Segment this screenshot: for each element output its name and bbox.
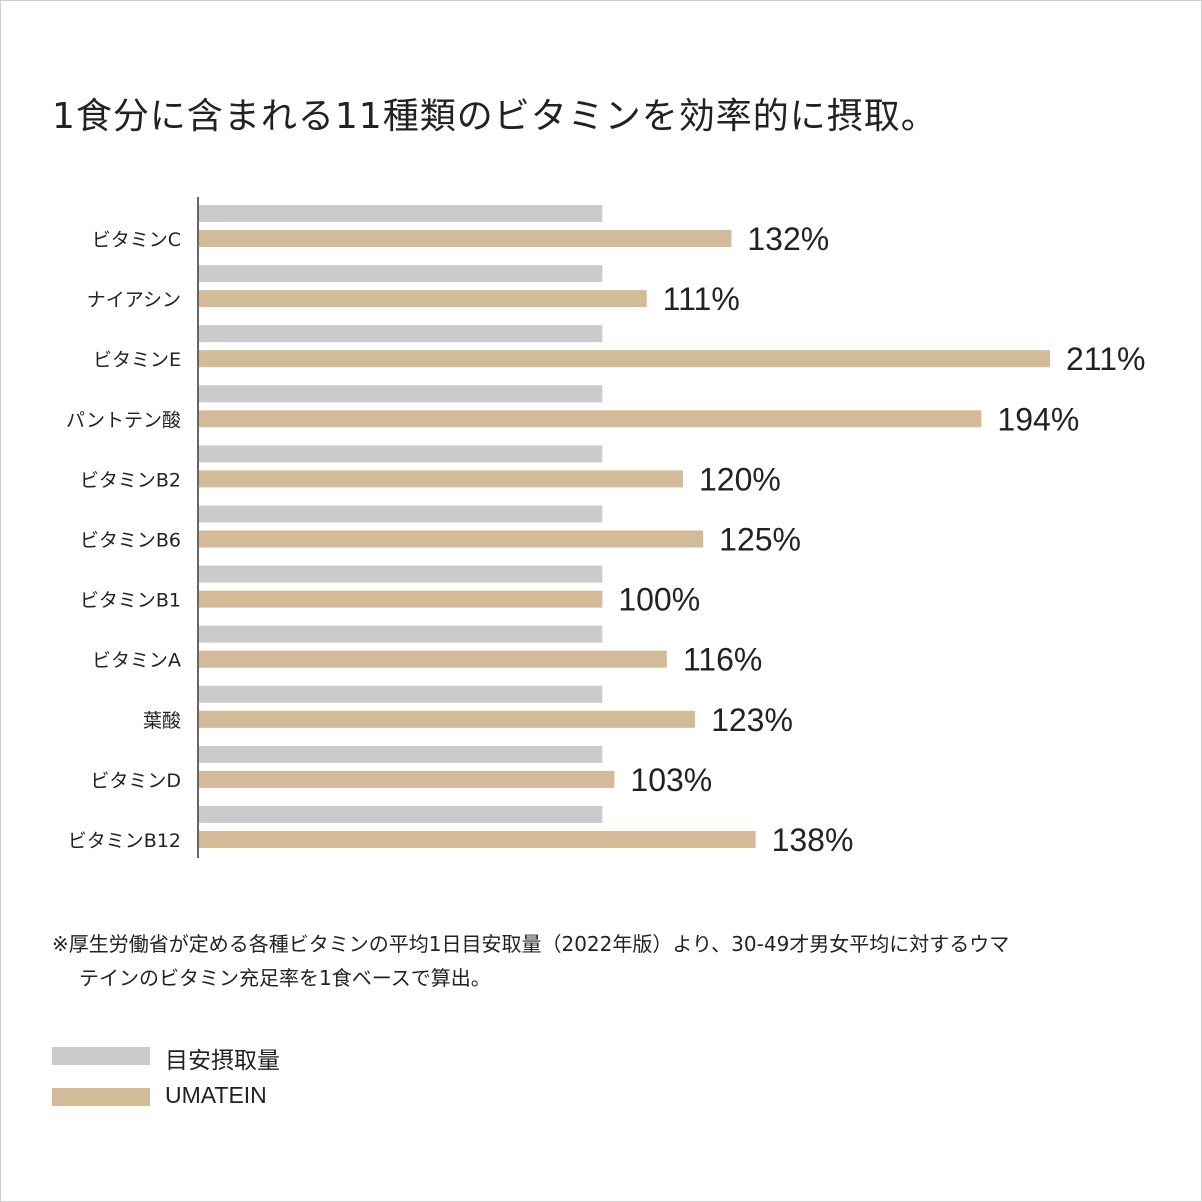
category-label: ビタミンD bbox=[90, 770, 181, 792]
bar-umatein bbox=[199, 410, 982, 428]
bar-umatein bbox=[199, 350, 1050, 368]
data-label: 116% bbox=[683, 642, 762, 678]
chart-title: 1食分に含まれる11種類のビタミンを効率的に摂取。 bbox=[52, 96, 938, 137]
data-label: 211% bbox=[1066, 341, 1145, 377]
bar-reference bbox=[199, 625, 603, 643]
data-label: 111% bbox=[663, 281, 740, 317]
category-label: ビタミンB6 bbox=[80, 530, 181, 552]
data-label: 123% bbox=[711, 702, 793, 738]
bar-reference bbox=[199, 445, 603, 463]
bar-reference bbox=[199, 806, 603, 823]
bar-umatein bbox=[199, 230, 732, 247]
bar-umatein bbox=[199, 770, 615, 788]
data-label: 103% bbox=[630, 762, 712, 798]
data-label: 100% bbox=[618, 582, 700, 618]
legend-label-umatein: UMATEIN bbox=[165, 1082, 267, 1108]
category-label: ビタミンC bbox=[92, 229, 181, 251]
bar-reference bbox=[199, 205, 603, 222]
footnote-line-2: テインのビタミン充足率を1食ベースで算出。 bbox=[79, 966, 491, 990]
category-label: ビタミンB1 bbox=[80, 590, 181, 612]
category-label: ビタミンB12 bbox=[68, 830, 181, 852]
bar-reference bbox=[199, 685, 603, 703]
bar-reference bbox=[199, 505, 603, 523]
bar-umatein bbox=[199, 710, 696, 728]
legend-swatch-reference bbox=[52, 1047, 150, 1065]
category-label: ビタミンE bbox=[93, 349, 181, 371]
data-label: 138% bbox=[772, 822, 854, 858]
legend-label-reference: 目安摂取量 bbox=[165, 1047, 280, 1073]
bar-reference bbox=[199, 265, 603, 283]
data-label: 125% bbox=[719, 522, 801, 558]
footnote-line-1: ※厚生労働省が定める各種ビタミンの平均1日目安取量（2022年版）より、30-4… bbox=[52, 932, 1010, 956]
bar-reference bbox=[199, 325, 603, 343]
data-label: 132% bbox=[747, 221, 829, 257]
category-label: ビタミンA bbox=[92, 650, 181, 672]
category-label: 葉酸 bbox=[143, 710, 181, 732]
bar-umatein bbox=[199, 290, 647, 308]
bar-reference bbox=[199, 385, 603, 403]
bar-reference bbox=[199, 565, 603, 583]
bar-reference bbox=[199, 745, 603, 763]
bar-umatein bbox=[199, 590, 603, 608]
bar-umatein bbox=[199, 650, 667, 668]
category-label: パントテン酸 bbox=[66, 409, 181, 431]
bar-umatein bbox=[199, 530, 704, 548]
legend-swatch-umatein bbox=[52, 1088, 150, 1106]
category-label: ビタミンB2 bbox=[80, 469, 181, 491]
bar-umatein bbox=[199, 470, 683, 488]
bar-chart: ビタミンC 132% ナイアシン 111% ビタミンE 211% パントテン酸 194% ビタミ… bbox=[66, 197, 1145, 858]
footnote: ※厚生労働省が定める各種ビタミンの平均1日目安取量（2022年版）より、30-4… bbox=[52, 927, 1152, 995]
data-label: 194% bbox=[997, 401, 1079, 437]
data-label: 120% bbox=[699, 461, 781, 497]
bar-umatein bbox=[199, 831, 756, 848]
category-label: ナイアシン bbox=[87, 289, 181, 311]
